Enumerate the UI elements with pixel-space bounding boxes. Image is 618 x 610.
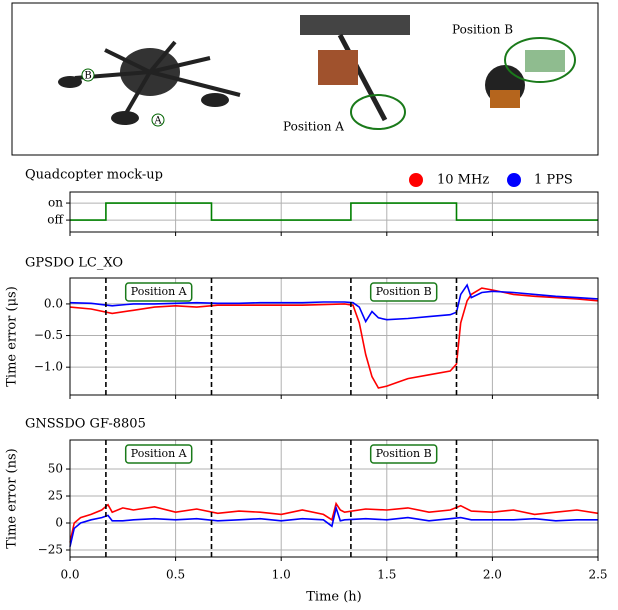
annotation: Position B xyxy=(376,447,432,460)
series-line xyxy=(69,283,599,324)
x-axis-label: Time (h) xyxy=(306,590,362,605)
drone-sketch xyxy=(58,40,241,127)
series-line xyxy=(69,504,598,547)
y-tick-label: on xyxy=(48,196,63,210)
y-tick-label: off xyxy=(47,213,64,227)
annotation: Position B xyxy=(376,285,432,298)
series-line xyxy=(70,202,598,221)
annotation-box xyxy=(124,282,193,302)
panel-title: Quadcopter mock-up xyxy=(25,168,163,183)
y-tick-label: 50 xyxy=(48,462,63,476)
x-tick-label: 2.5 xyxy=(588,568,607,582)
series-line xyxy=(69,501,599,543)
y-tick-label: 25 xyxy=(48,489,63,503)
photo-b xyxy=(485,37,576,108)
photo-a xyxy=(300,15,410,130)
axes-frame xyxy=(69,439,599,558)
legend-label: 1 PPS xyxy=(534,173,573,188)
annotation: Position A xyxy=(131,447,188,460)
position-label: Position B xyxy=(452,23,513,37)
x-tick-label: 2.0 xyxy=(483,568,502,582)
annotation-box xyxy=(369,444,438,464)
annotation: Position A xyxy=(131,285,188,298)
series-line xyxy=(69,287,599,389)
y-axis-label: Time error (ns) xyxy=(5,448,20,548)
panel-title: GNSSDO GF-8805 xyxy=(25,417,146,432)
annotation-box xyxy=(124,444,193,464)
marker-label: B xyxy=(84,71,91,82)
y-axis-label: Time error (μs) xyxy=(5,286,20,387)
panel-title: GPSDO LC_XO xyxy=(25,256,123,271)
x-tick-label: 0.0 xyxy=(60,568,79,582)
y-tick-label: 0.0 xyxy=(44,296,63,310)
y-tick-label: −25 xyxy=(38,542,63,556)
y-tick-label: −1.0 xyxy=(34,360,63,374)
x-tick-label: 1.5 xyxy=(377,568,396,582)
legend-swatch xyxy=(409,173,423,187)
marker-label: A xyxy=(153,116,162,127)
y-tick-label: −0.5 xyxy=(34,328,63,342)
axes-frame xyxy=(69,191,599,233)
position-label: Position A xyxy=(283,120,344,134)
legend-label: 10 MHz xyxy=(437,173,489,188)
x-tick-label: 1.0 xyxy=(272,568,291,582)
x-tick-label: 0.5 xyxy=(166,568,185,582)
axes-frame xyxy=(69,277,599,396)
annotation-box xyxy=(369,282,438,302)
y-tick-label: 0 xyxy=(55,516,63,530)
legend-swatch xyxy=(507,173,521,187)
